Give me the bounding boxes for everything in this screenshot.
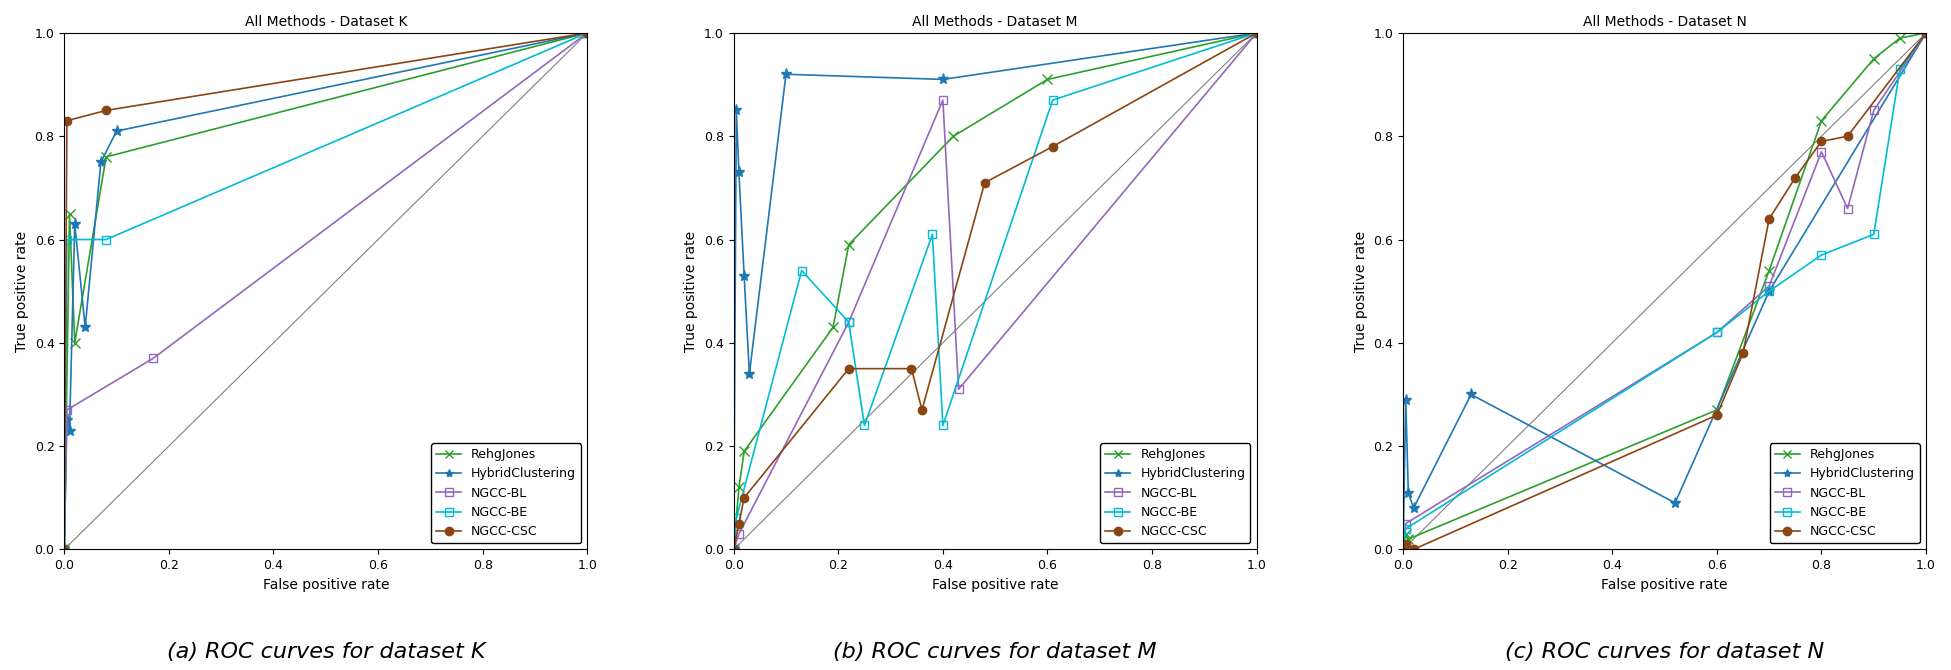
X-axis label: False positive rate: False positive rate xyxy=(263,578,388,592)
X-axis label: False positive rate: False positive rate xyxy=(1602,578,1729,592)
Y-axis label: True positive rate: True positive rate xyxy=(1354,230,1368,352)
Title: All Methods - Dataset N: All Methods - Dataset N xyxy=(1582,15,1746,29)
Y-axis label: True positive rate: True positive rate xyxy=(685,230,698,352)
Title: All Methods - Dataset M: All Methods - Dataset M xyxy=(913,15,1077,29)
Legend: RehgJones, HybridClustering, NGCC-BL, NGCC-BE, NGCC-CSC: RehgJones, HybridClustering, NGCC-BL, NG… xyxy=(1770,443,1920,543)
X-axis label: False positive rate: False positive rate xyxy=(933,578,1059,592)
Y-axis label: True positive rate: True positive rate xyxy=(16,230,29,352)
Title: All Methods - Dataset K: All Methods - Dataset K xyxy=(244,15,408,29)
Text: (b) ROC curves for dataset M: (b) ROC curves for dataset M xyxy=(833,643,1157,663)
Text: (c) ROC curves for dataset N: (c) ROC curves for dataset N xyxy=(1504,643,1824,663)
Legend: RehgJones, HybridClustering, NGCC-BL, NGCC-BE, NGCC-CSC: RehgJones, HybridClustering, NGCC-BL, NG… xyxy=(431,443,581,543)
Text: (a) ROC curves for dataset K: (a) ROC curves for dataset K xyxy=(166,643,486,663)
Legend: RehgJones, HybridClustering, NGCC-BL, NGCC-BE, NGCC-CSC: RehgJones, HybridClustering, NGCC-BL, NG… xyxy=(1100,443,1251,543)
